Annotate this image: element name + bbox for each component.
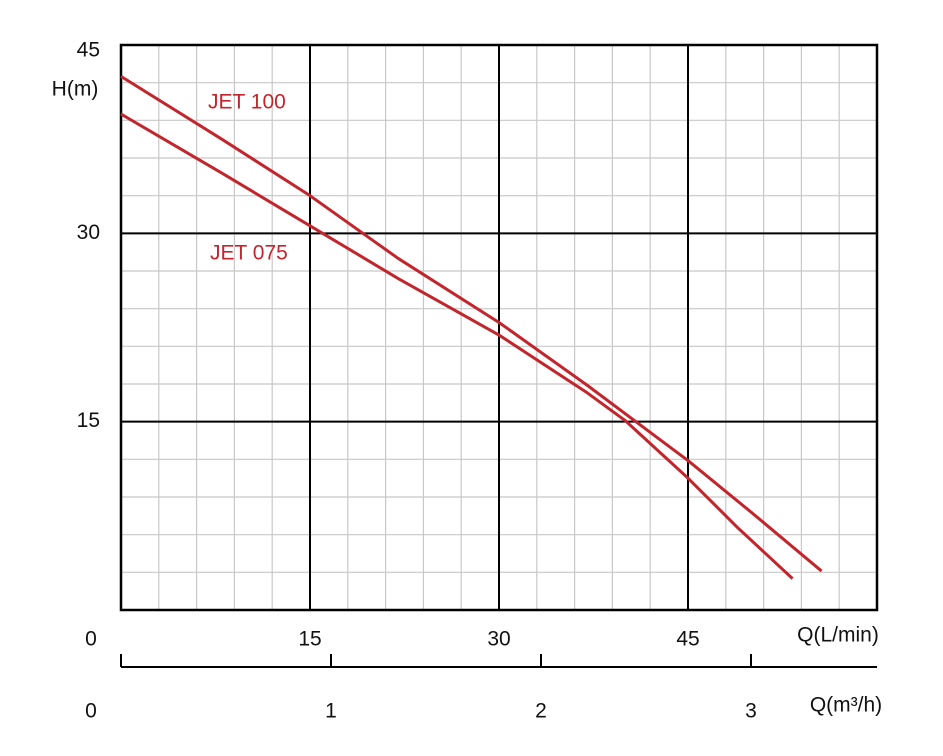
y-axis-label: H(m) (52, 78, 99, 101)
x2-tick-label: 0 (85, 700, 97, 723)
curve (120, 75, 823, 573)
series-label: JET 100 (208, 91, 286, 114)
x2-tick-label: 1 (325, 700, 337, 723)
x2-axis-label: Q(m³/h) (810, 694, 882, 717)
y-tick-label: 15 (77, 409, 100, 432)
x2-tick-label: 3 (745, 700, 757, 723)
x-tick-label: 45 (676, 628, 699, 651)
x-axis-label: Q(L/min) (797, 624, 879, 647)
x-tick-label: 15 (298, 628, 321, 651)
y-tick-label: 30 (77, 221, 100, 244)
plot-frame (119, 43, 879, 612)
y-tick-label: 45 (77, 39, 100, 62)
series-label: JET 075 (210, 242, 288, 265)
x-tick-label: 30 (487, 628, 510, 651)
curve (120, 112, 794, 580)
x2-tick-label: 2 (535, 700, 547, 723)
x-tick-label: 0 (85, 628, 97, 651)
